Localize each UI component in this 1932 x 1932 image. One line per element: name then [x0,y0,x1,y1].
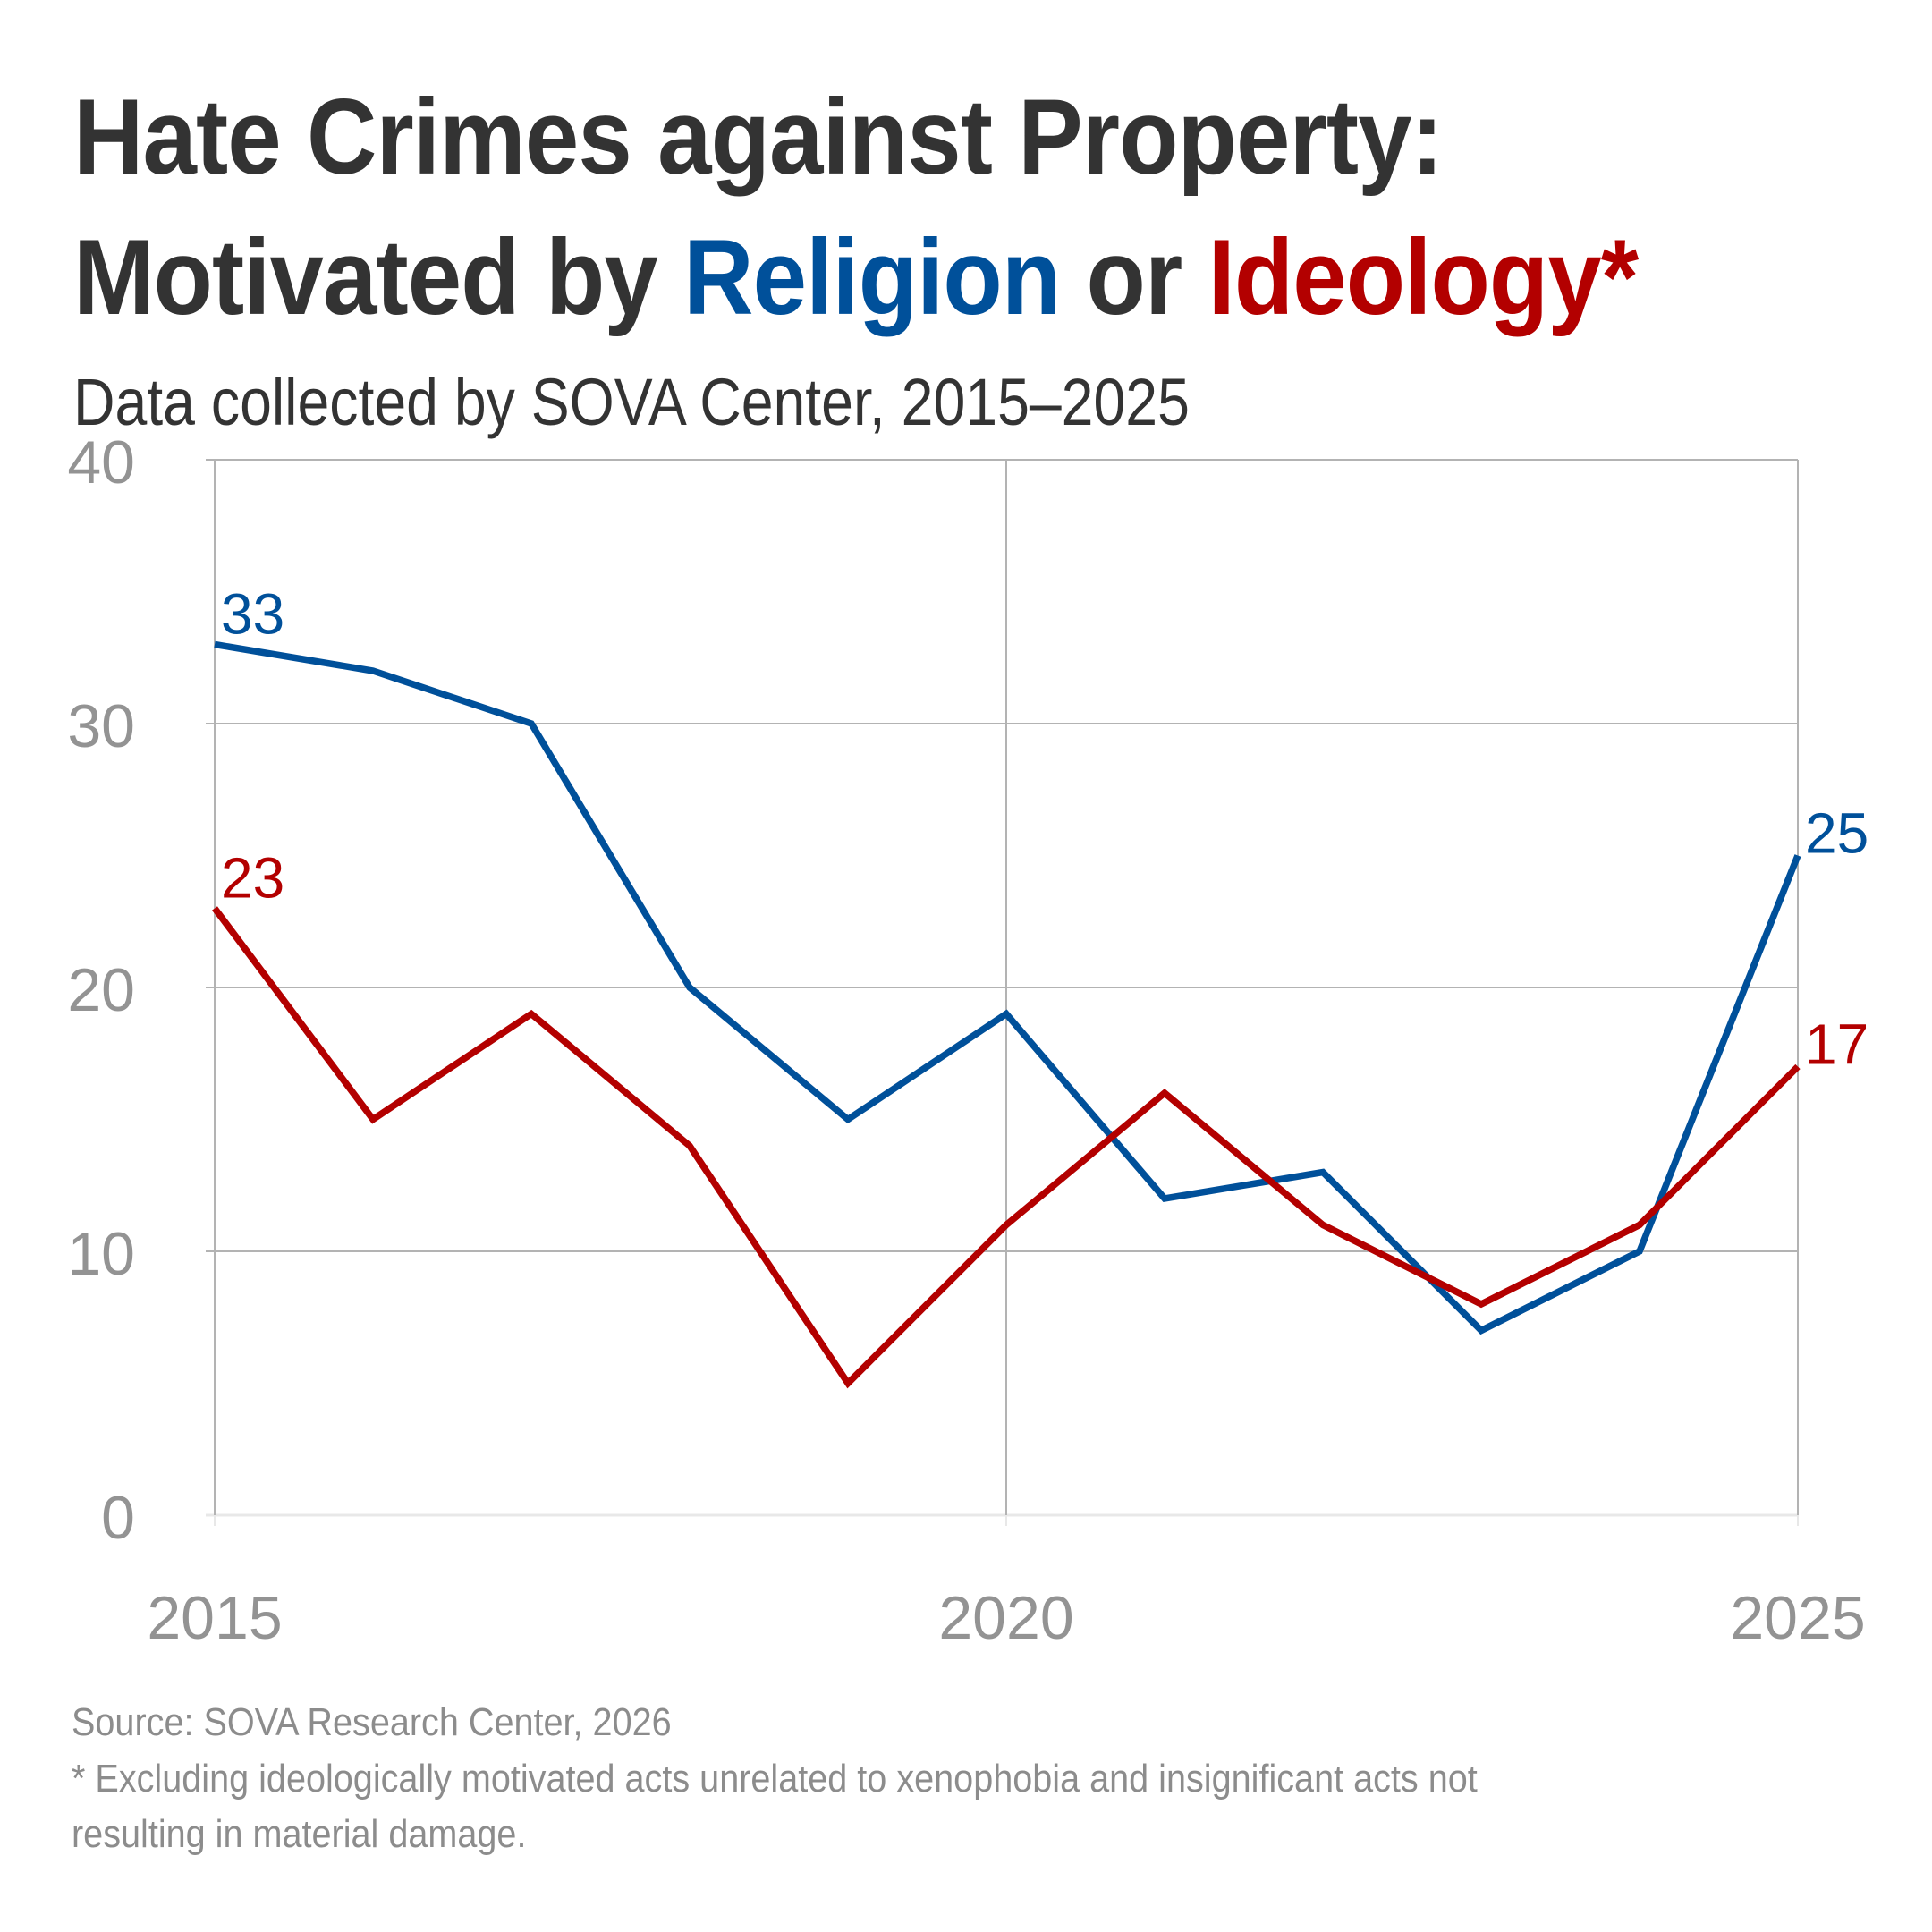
title-ideology-keyword: Ideology* [1208,217,1640,337]
data-labels: 33 25 23 17 [221,582,1868,1077]
title-prefix: Motivated by [73,217,684,337]
x-tick-label-2020: 2020 [938,1584,1073,1652]
footnote-line-2: resulting in material damage. [72,1812,527,1856]
data-label-ideology-2015: 23 [221,846,284,911]
data-label-ideology-2025: 17 [1805,1013,1868,1077]
data-label-religion-2015: 33 [221,582,284,647]
y-tick-label-0: 0 [101,1484,135,1552]
footnote-line-1: * Excluding ideologically motivated acts… [72,1757,1478,1801]
series-lines [212,640,1801,1389]
title-connector: or [1060,217,1208,337]
chart-subtitle: Data collected by SOVA Center, 2015–2025 [73,365,1190,439]
title-religion-keyword: Religion [683,217,1061,337]
series-line-religion [214,640,1801,1335]
y-axis-tick-labels: 0 10 20 30 40 [67,428,135,1552]
y-tick-label-40: 40 [67,428,135,496]
y-tick-label-10: 10 [67,1220,135,1288]
source-note: Source: SOVA Research Center, 2026 [72,1700,672,1744]
grid [206,459,1799,1526]
data-label-religion-2025: 25 [1805,801,1868,866]
x-axis-tick-labels: 2015 2020 2025 [147,1584,1865,1652]
y-tick-label-20: 20 [67,956,135,1024]
series-line-ideology [212,906,1801,1389]
chart-title-line-1: Hate Crimes against Property: [73,77,1444,197]
x-tick-label-2015: 2015 [147,1584,282,1652]
x-tick-label-2025: 2025 [1730,1584,1865,1652]
chart-title-line-2: Motivated by Religion or Ideology* [73,224,1639,331]
y-tick-label-30: 30 [67,692,135,760]
